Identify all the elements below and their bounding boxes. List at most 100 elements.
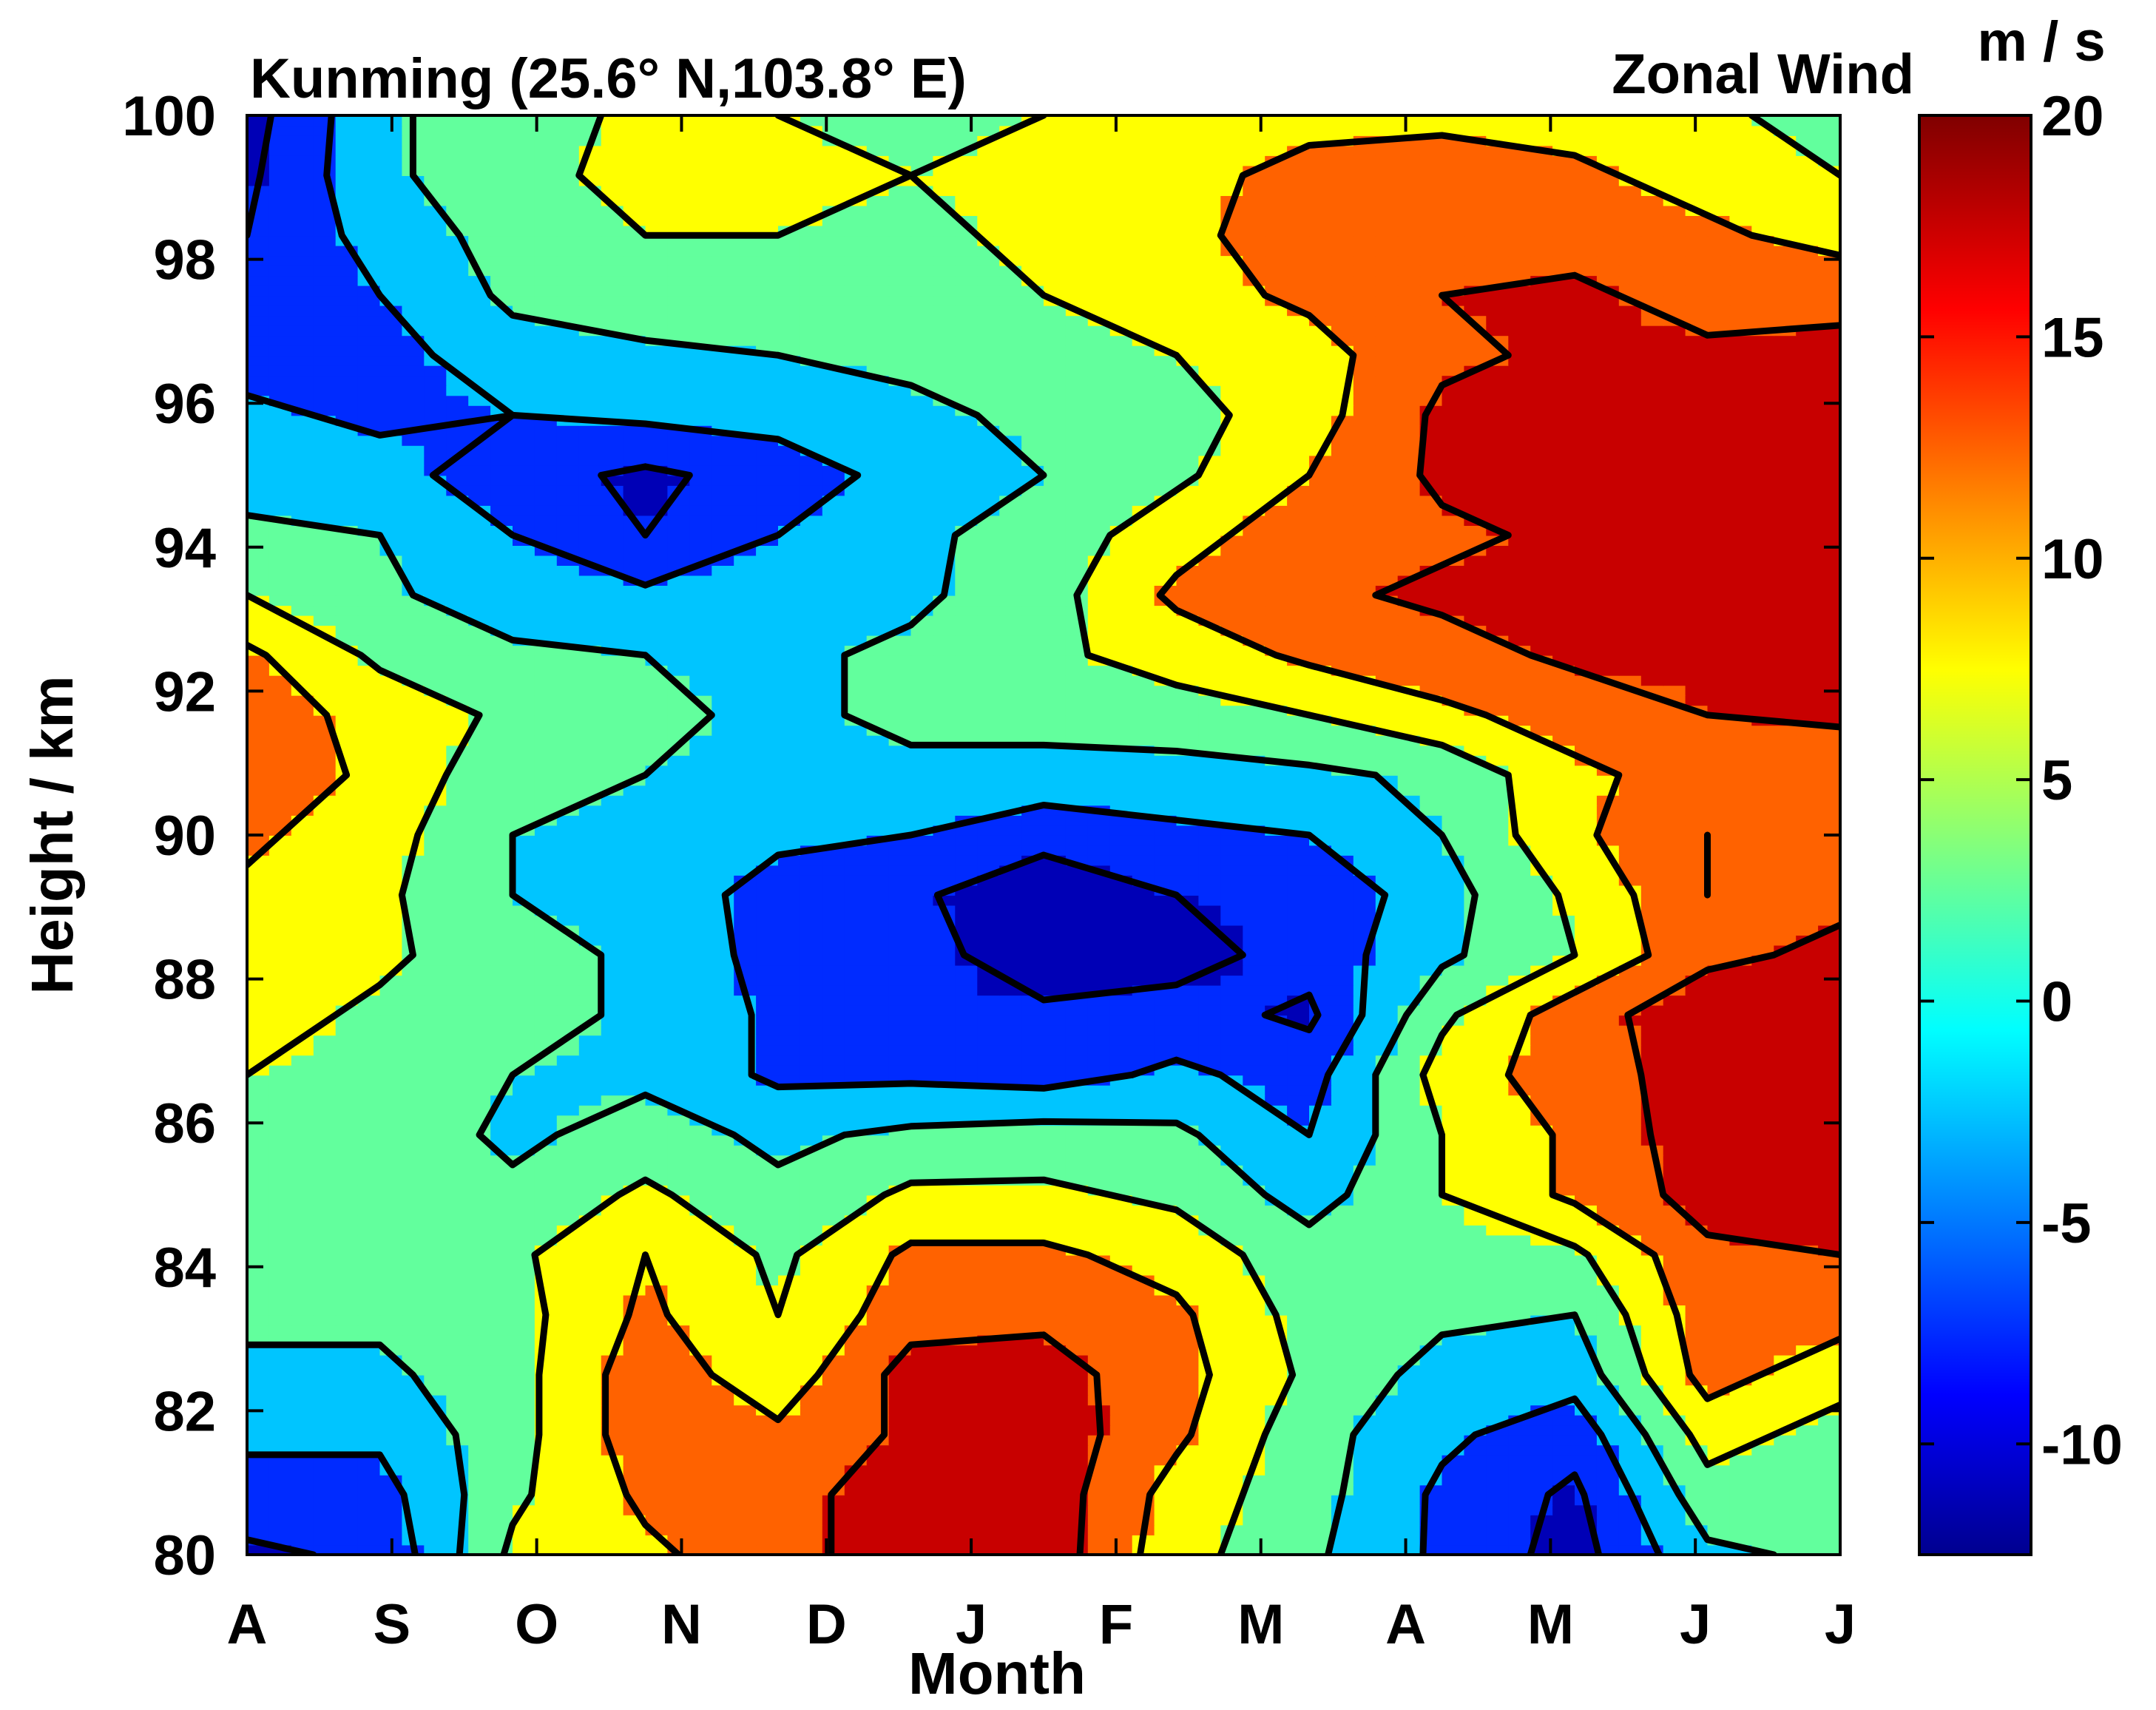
contour-cell <box>845 1525 868 1535</box>
contour-cell <box>1110 1105 1133 1115</box>
contour-cell <box>867 845 890 856</box>
contour-cell <box>1686 1065 1709 1075</box>
contour-cell <box>535 885 558 896</box>
contour-cell <box>1774 1305 1797 1315</box>
contour-cell <box>468 1075 491 1085</box>
contour-cell <box>778 1435 801 1445</box>
contour-cell <box>955 1475 978 1485</box>
contour-cell <box>1729 1425 1752 1435</box>
contour-cell <box>1088 1205 1111 1215</box>
contour-cell <box>1575 1045 1598 1055</box>
contour-cell <box>734 1535 757 1545</box>
contour-cell <box>1818 1315 1841 1325</box>
contour-cell <box>1155 1125 1177 1135</box>
contour-cell <box>1486 1155 1509 1165</box>
contour-cell <box>579 1365 602 1375</box>
contour-cell <box>756 1425 779 1435</box>
contour-cell <box>1220 1265 1243 1275</box>
contour-cell <box>446 1135 469 1145</box>
contour-cell <box>1354 1335 1376 1345</box>
contour-cell <box>1552 1215 1575 1226</box>
contour-cell <box>933 1504 956 1515</box>
contour-cell <box>667 895 690 905</box>
contour-cell <box>867 1115 890 1125</box>
contour-cell <box>1796 965 1819 976</box>
contour-cell <box>999 1015 1022 1025</box>
contour-cell <box>336 1095 359 1105</box>
contour-cell <box>291 1295 314 1305</box>
contour-cell <box>1464 955 1487 965</box>
contour-cell <box>1021 1305 1044 1315</box>
contour-cell <box>1751 1315 1774 1325</box>
contour-cell <box>1331 1375 1354 1385</box>
contour-cell <box>1021 1385 1044 1395</box>
contour-cell <box>624 985 646 996</box>
contour-cell <box>402 995 425 1005</box>
contour-cell <box>1575 1125 1598 1135</box>
contour-cell <box>513 1395 535 1405</box>
contour-cell <box>1552 1025 1575 1035</box>
contour-cell <box>1420 1415 1443 1425</box>
contour-cell <box>800 1115 823 1125</box>
contour-cell <box>1796 1295 1819 1305</box>
contour-cell <box>1155 855 1177 865</box>
contour-cell <box>1729 1305 1752 1315</box>
contour-cell <box>380 1075 403 1085</box>
contour-cell <box>734 1425 757 1435</box>
contour-cell <box>1132 925 1155 936</box>
contour-cell <box>1088 845 1111 856</box>
contour-cell <box>490 915 513 925</box>
contour-cell <box>601 1525 624 1535</box>
contour-cell <box>955 995 978 1005</box>
contour-cell <box>336 1504 359 1515</box>
contour-cell <box>1663 1175 1686 1186</box>
contour-cell <box>247 955 270 965</box>
contour-cell <box>1110 1475 1133 1485</box>
contour-cell <box>933 1475 956 1485</box>
contour-cell <box>867 885 890 896</box>
contour-cell <box>1420 1245 1443 1255</box>
contour-cell <box>1464 1415 1487 1425</box>
contour-cell <box>933 1305 956 1315</box>
contour-cell <box>424 1165 447 1175</box>
contour-cell <box>911 1005 934 1015</box>
contour-cell <box>1309 1515 1332 1525</box>
contour-cell <box>1177 1085 1200 1095</box>
contour-cell <box>778 925 801 936</box>
contour-cell <box>977 1135 1000 1145</box>
contour-cell <box>1597 1045 1620 1055</box>
contour-cell <box>646 1165 669 1175</box>
contour-cell <box>1619 1275 1642 1285</box>
contour-cell <box>977 1325 1000 1335</box>
contour-cell <box>1597 1105 1620 1115</box>
contour-cell <box>1088 1105 1111 1115</box>
contour-cell <box>689 1265 712 1275</box>
contour-cell <box>1552 1325 1575 1335</box>
contour-cell <box>734 925 757 936</box>
contour-cell <box>1243 925 1265 936</box>
contour-cell <box>1309 1455 1332 1465</box>
contour-cell <box>1641 905 1664 916</box>
contour-cell <box>336 1295 359 1305</box>
contour-cell <box>1287 1175 1310 1186</box>
contour-cell <box>1818 995 1841 1005</box>
contour-cell <box>889 1025 912 1035</box>
contour-cell <box>867 865 890 876</box>
contour-cell <box>1442 1215 1465 1226</box>
contour-cell <box>1021 1395 1044 1405</box>
contour-cell <box>845 945 868 956</box>
contour-cell <box>933 1484 956 1495</box>
contour-cell <box>1774 1085 1797 1095</box>
contour-cell <box>535 975 558 985</box>
contour-cell <box>1796 1215 1819 1226</box>
contour-cell <box>999 1255 1022 1265</box>
contour-cell <box>734 1295 757 1305</box>
contour-cell <box>1729 1325 1752 1335</box>
contour-cell <box>1575 1025 1598 1035</box>
contour-cell <box>1376 1295 1399 1305</box>
contour-cell <box>314 1435 337 1445</box>
contour-cell <box>1530 1205 1553 1215</box>
contour-cell <box>446 835 469 845</box>
contour-cell <box>513 1125 535 1135</box>
contour-cell <box>446 1115 469 1125</box>
